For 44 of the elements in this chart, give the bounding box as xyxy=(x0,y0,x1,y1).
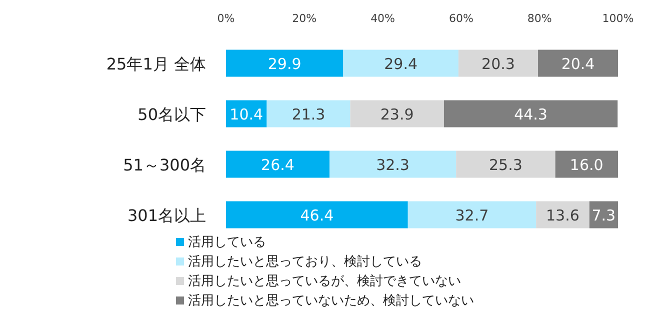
data-label: 29.9 xyxy=(268,54,302,73)
data-label: 7.3 xyxy=(592,206,616,224)
data-label: 32.7 xyxy=(455,206,489,224)
x-tick-label: 40% xyxy=(370,12,396,25)
x-tick-label: 20% xyxy=(292,12,317,25)
data-label: 16.0 xyxy=(570,156,604,174)
bar xyxy=(226,201,408,228)
bar xyxy=(538,50,618,77)
bar xyxy=(350,100,444,128)
data-label: 10.4 xyxy=(230,105,264,124)
data-label: 26.4 xyxy=(261,156,294,174)
y-tick-label: 50名以下 xyxy=(138,104,206,124)
bar xyxy=(343,50,458,77)
x-tick-label: 0% xyxy=(217,12,235,25)
bar xyxy=(458,50,538,77)
bar xyxy=(408,201,536,228)
bar xyxy=(555,150,618,178)
data-label: 32.3 xyxy=(376,156,410,174)
data-label: 20.3 xyxy=(482,54,515,73)
x-tick-label: 80% xyxy=(527,12,552,25)
data-label: 21.3 xyxy=(292,105,326,124)
legend-label: 活用している xyxy=(188,235,266,250)
y-tick-label: 25年1月 全体 xyxy=(106,54,206,74)
legend-label: 活用したいと思っているが、検討できていない xyxy=(188,274,461,289)
legend-label: 活用したいと思っていないため、検討していない xyxy=(188,294,474,308)
data-label: 44.3 xyxy=(514,105,548,124)
y-tick-label: 51～300名 xyxy=(123,155,206,174)
data-label: 29.4 xyxy=(384,54,418,73)
legend-label: 活用したいと思っており、検討している xyxy=(188,254,422,270)
bar xyxy=(536,201,590,228)
data-label: 23.9 xyxy=(380,105,414,124)
data-label: 13.6 xyxy=(546,206,580,224)
bar xyxy=(329,150,456,178)
y-tick-label: 301名以上 xyxy=(127,206,206,225)
bar xyxy=(456,150,556,178)
x-tick-label: 60% xyxy=(448,12,474,25)
bar xyxy=(226,50,344,77)
data-label: 46.4 xyxy=(300,206,334,224)
data-label: 20.4 xyxy=(561,54,595,73)
x-tick-label: 100% xyxy=(602,12,634,25)
bar xyxy=(444,100,618,128)
bar xyxy=(226,150,330,178)
bar xyxy=(266,100,350,128)
data-label: 25.3 xyxy=(488,156,522,174)
